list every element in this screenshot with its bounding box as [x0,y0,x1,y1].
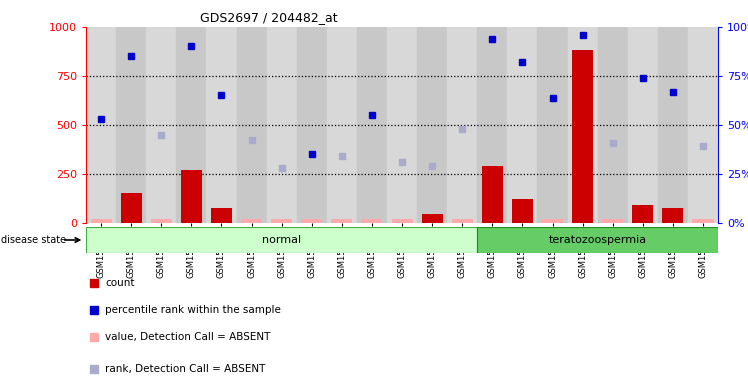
Bar [628,27,658,223]
Text: value, Detection Call = ABSENT: value, Detection Call = ABSENT [105,332,270,342]
Bar [658,27,688,223]
Bar [422,214,443,223]
Bar [391,219,413,223]
Bar [447,27,477,223]
Bar [331,219,352,223]
Bar [297,27,327,223]
Bar [120,194,141,223]
Bar [542,219,563,223]
Bar [181,170,202,223]
Bar [482,166,503,223]
Text: normal: normal [262,235,301,245]
Bar [357,27,387,223]
Bar [417,27,447,223]
Text: GDS2697 / 204482_at: GDS2697 / 204482_at [200,12,337,25]
Bar [327,27,357,223]
Bar [538,27,568,223]
Bar [301,219,322,223]
Text: teratozoospermia: teratozoospermia [548,235,647,245]
Bar [91,219,111,223]
Bar [271,219,292,223]
Bar [266,27,297,223]
Bar [632,205,653,223]
Text: rank, Detection Call = ABSENT: rank, Detection Call = ABSENT [105,364,266,374]
Bar [572,50,593,223]
Text: percentile rank within the sample: percentile rank within the sample [105,305,280,315]
Bar [241,219,262,223]
Bar [146,27,177,223]
Text: disease state: disease state [1,235,67,245]
Bar [361,219,382,223]
Bar [86,227,477,253]
Bar [206,27,236,223]
Bar [477,27,507,223]
Bar [663,208,684,223]
Bar [387,27,417,223]
Bar [512,199,533,223]
Bar [211,208,232,223]
Bar [568,27,598,223]
Bar [236,27,266,223]
Bar [693,219,714,223]
Bar [151,219,172,223]
Bar [477,227,718,253]
Bar [602,219,623,223]
Bar [507,27,538,223]
Bar [598,27,628,223]
Bar [452,219,473,223]
Bar [116,27,146,223]
Bar [177,27,206,223]
Bar [688,27,718,223]
Bar [86,27,116,223]
Text: count: count [105,278,135,288]
